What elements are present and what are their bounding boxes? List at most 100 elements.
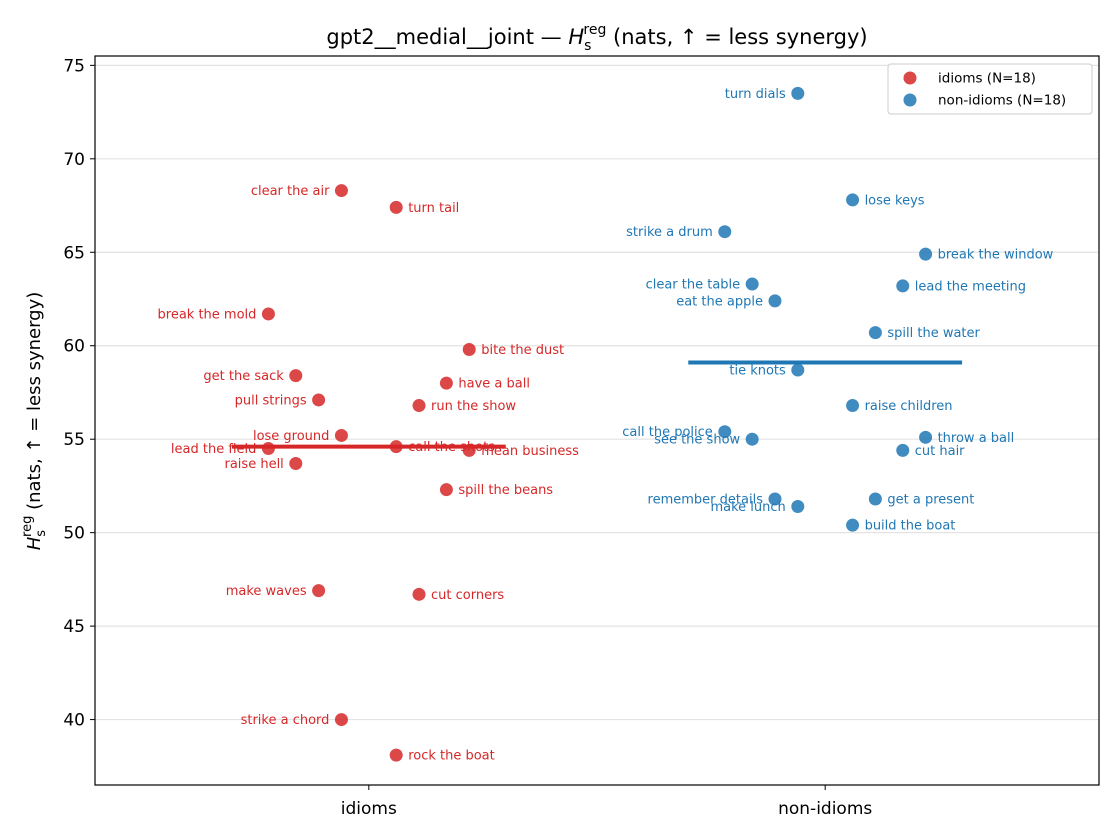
- point-label: bite the dust: [481, 343, 564, 358]
- point-label: eat the apple: [676, 294, 763, 309]
- ylabel-suffix: (nats, ↑ = less synergy): [24, 292, 45, 516]
- data-point: [412, 587, 426, 601]
- y-tick-label: 50: [63, 524, 85, 544]
- data-point: [289, 456, 303, 470]
- legend: idioms (N=18) non-idioms (N=18): [887, 63, 1093, 115]
- data-points: [261, 86, 933, 762]
- point-label: turn tail: [408, 201, 459, 216]
- title-main: gpt2__medial__joint —: [326, 25, 568, 50]
- data-point: [745, 277, 759, 291]
- x-axis-ticks: idioms non-idioms: [341, 785, 872, 819]
- data-point: [919, 430, 933, 444]
- point-label: get a present: [887, 493, 974, 508]
- data-point: [462, 443, 476, 457]
- plot-area-frame: [94, 55, 1100, 786]
- data-point: [718, 225, 732, 239]
- y-tick-label: 70: [63, 150, 85, 170]
- point-label: have a ball: [458, 377, 530, 392]
- data-point: [334, 428, 348, 442]
- point-label: lose ground: [253, 429, 329, 444]
- point-label: make lunch: [710, 500, 785, 515]
- y-axis-label: Hsreg (nats, ↑ = less synergy): [20, 292, 49, 551]
- point-label: turn dials: [725, 87, 786, 102]
- point-label: lose keys: [865, 193, 925, 208]
- point-label: rock the boat: [408, 749, 495, 764]
- point-label: strike a chord: [241, 713, 330, 728]
- data-point: [718, 425, 732, 439]
- data-point: [334, 713, 348, 727]
- ylabel-math-sub: s: [34, 530, 49, 537]
- y-tick-label: 45: [63, 617, 85, 637]
- data-point: [896, 279, 910, 293]
- data-point: [791, 363, 805, 377]
- data-point: [791, 86, 805, 100]
- legend-marker-non-idioms: [903, 93, 917, 107]
- point-label: see the show: [654, 433, 740, 448]
- data-point: [868, 326, 882, 340]
- y-tick-label: 40: [63, 711, 85, 731]
- legend-label-idioms: idioms (N=18): [938, 71, 1036, 87]
- legend-marker-idioms: [903, 71, 917, 85]
- ylabel-math-base: H: [24, 536, 45, 550]
- point-label: raise hell: [225, 457, 284, 472]
- grid-lines: [95, 64, 1099, 721]
- y-tick-label: 75: [63, 56, 85, 76]
- data-point: [389, 440, 403, 454]
- y-axis-ticks: 40 45 50 55 60 65 70 75: [63, 56, 95, 731]
- legend-box: [887, 63, 1093, 115]
- point-label: cut hair: [915, 444, 965, 459]
- y-tick-label: 60: [63, 337, 85, 357]
- data-point: [389, 748, 403, 762]
- data-point: [334, 184, 348, 198]
- x-tick-label: idioms: [341, 799, 397, 819]
- point-label: build the boat: [865, 519, 956, 534]
- point-label: remember details: [648, 493, 764, 508]
- data-point: [768, 492, 782, 506]
- data-point: [439, 483, 453, 497]
- point-label: run the show: [431, 399, 516, 414]
- ylabel-math-sup: reg: [20, 516, 35, 537]
- data-point: [768, 294, 782, 308]
- data-point: [312, 584, 326, 598]
- mean-lines: [231, 360, 963, 449]
- data-point: [412, 399, 426, 413]
- point-label: mean business: [481, 444, 579, 459]
- title-math-sub: s: [584, 38, 591, 54]
- y-tick-label: 65: [63, 243, 85, 263]
- point-label: tie knots: [729, 364, 786, 379]
- point-label: clear the table: [646, 278, 741, 293]
- title-suffix: (nats, ↑ = less synergy): [606, 25, 867, 49]
- title-math-base: H: [568, 25, 584, 49]
- data-point: [896, 443, 910, 457]
- point-label: clear the air: [251, 184, 330, 199]
- data-point: [389, 200, 403, 214]
- point-label: lead the field: [171, 442, 256, 457]
- legend-label-non-idioms: non-idioms (N=18): [938, 93, 1066, 109]
- point-label: get the sack: [203, 369, 284, 384]
- point-label: strike a drum: [626, 225, 713, 240]
- point-label: break the mold: [158, 307, 257, 322]
- data-point: [745, 432, 759, 446]
- title-math-sup: reg: [583, 22, 606, 38]
- point-label: lead the meeting: [915, 279, 1026, 294]
- data-point: [462, 342, 476, 356]
- data-point: [846, 399, 860, 413]
- point-labels: clear the air turn tail break the mold bite…: [158, 87, 1054, 764]
- point-label: call the police: [622, 425, 713, 440]
- point-label: throw a ball: [938, 431, 1015, 446]
- data-point: [919, 247, 933, 261]
- point-label: spill the water: [887, 326, 980, 341]
- point-label: call the shots: [408, 440, 495, 455]
- data-point: [868, 492, 882, 506]
- data-point: [312, 393, 326, 407]
- chart-title: gpt2__medial__joint — Hsreg (nats, ↑ = l…: [326, 22, 867, 54]
- point-label: make waves: [226, 584, 307, 599]
- point-label: spill the beans: [458, 483, 553, 498]
- x-tick-label: non-idioms: [778, 799, 872, 819]
- data-point: [439, 376, 453, 390]
- data-point: [261, 307, 275, 321]
- y-tick-label: 55: [63, 430, 85, 450]
- data-point: [846, 193, 860, 207]
- point-label: raise children: [865, 399, 953, 414]
